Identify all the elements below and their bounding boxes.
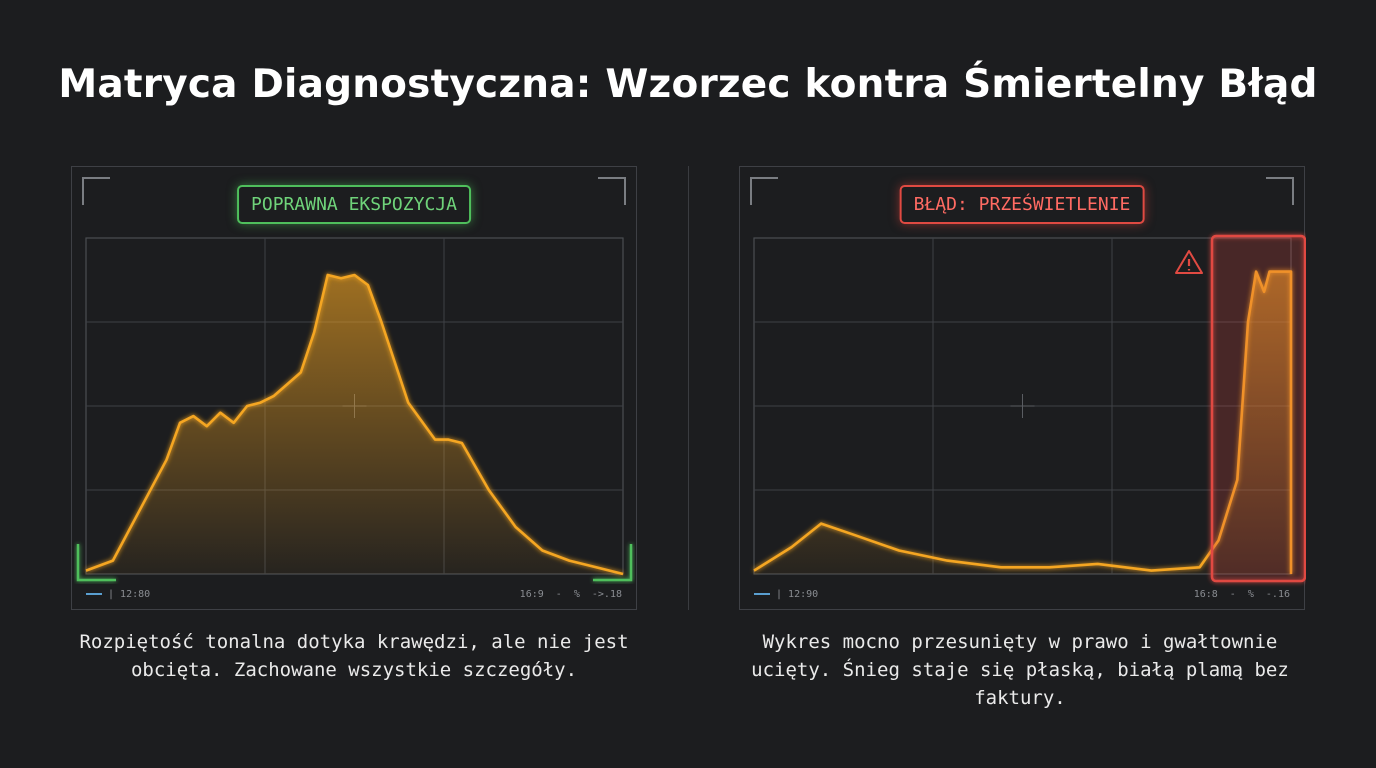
footer-ratio: 16:8 -: [1193, 589, 1236, 600]
footer-right: 16:8 - % -.16: [1194, 589, 1290, 600]
histogram-line: [753, 270, 1293, 574]
footer-ratio: 16:9 -: [519, 589, 562, 600]
edge-marker-left: [76, 544, 116, 582]
footer-unit: %: [573, 589, 580, 600]
panel-overexposure: BŁĄD: PRZEŚWIETLENIE | 12:90 16:8 - % -.…: [739, 166, 1306, 610]
caption-error: Wykres mocno przesunięty w prawo i gwałt…: [751, 631, 1289, 709]
page-title: Matryca Diagnostyczna: Wzorzec kontra Śm…: [58, 62, 1318, 107]
corner-mark: [598, 177, 626, 205]
footer-value: -.16: [1265, 589, 1290, 600]
panel-correct-exposure: POPRAWNA EKSPOZYCJA | 12:80 16:9 - % ->.…: [71, 166, 637, 610]
footer-left: | 12:90: [754, 589, 818, 600]
divider: [688, 166, 689, 610]
status-badge-ok: POPRAWNA EKSPOZYCJA: [237, 185, 471, 224]
crosshair: [1010, 394, 1035, 418]
footer-time: 12:90: [788, 589, 819, 600]
histogram-chart: [76, 237, 633, 582]
caption-correct: Rozpiętość tonalna dotyka krawędzi, ale …: [79, 631, 629, 681]
histogram-area: [86, 275, 623, 574]
histogram-chart: [753, 234, 1306, 583]
clipping-highlight: [1210, 234, 1306, 583]
corner-mark: [82, 177, 110, 205]
warning-icon: [1175, 250, 1203, 274]
footer-right: 16:9 - % ->.18: [520, 589, 622, 600]
footer-value: ->.18: [591, 589, 622, 600]
edge-marker-right: [593, 544, 633, 582]
footer-unit: %: [1247, 589, 1254, 600]
corner-mark: [1266, 177, 1294, 205]
status-badge-error: BŁĄD: PRZEŚWIETLENIE: [899, 185, 1145, 224]
histogram-line: [85, 273, 624, 576]
corner-mark: [750, 177, 778, 205]
footer-left: | 12:80: [86, 589, 150, 600]
footer-time: 12:80: [120, 589, 151, 600]
